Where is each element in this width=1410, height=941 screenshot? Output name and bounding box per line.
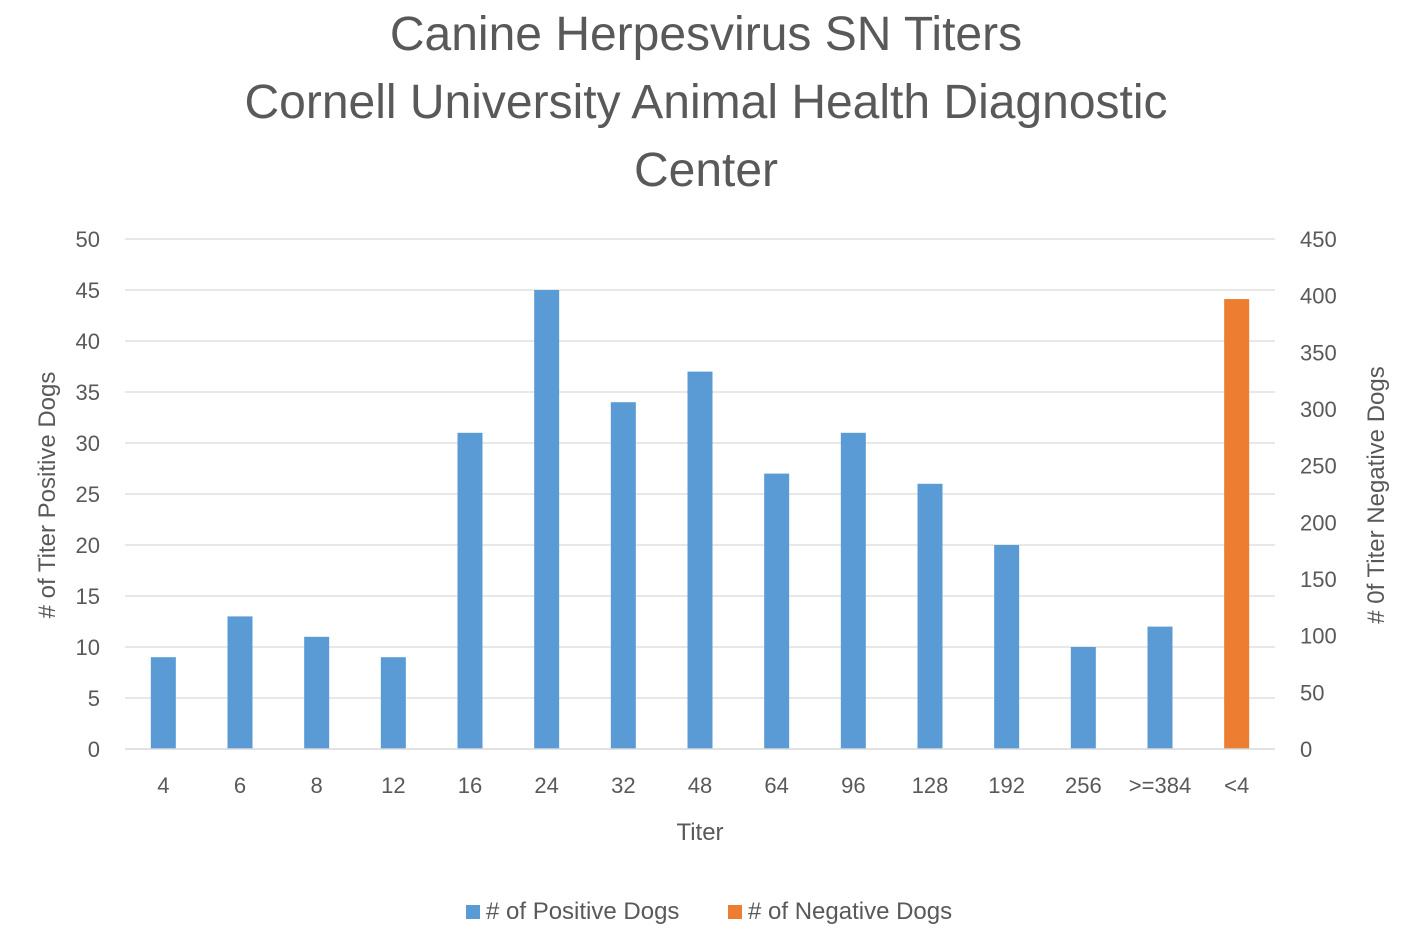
left-tick-label: 35: [76, 380, 100, 405]
bar-positive: [994, 545, 1020, 749]
chart-title-line: Center: [634, 144, 778, 197]
right-tick-label: 350: [1300, 340, 1337, 365]
right-tick-label: 400: [1300, 284, 1337, 309]
bar-positive: [610, 402, 636, 749]
right-tick-label: 150: [1300, 567, 1337, 592]
x-tick-label: 96: [841, 773, 865, 798]
x-tick-label: 32: [611, 773, 635, 798]
bar-positive: [304, 636, 330, 749]
bar-negative: [1224, 299, 1250, 749]
left-tick-label: 5: [88, 686, 100, 711]
x-tick-label: 64: [764, 773, 788, 798]
x-tick-label: 24: [534, 773, 558, 798]
bar-positive: [380, 657, 406, 749]
bar-positive: [227, 616, 253, 749]
bar-positive: [150, 657, 176, 749]
left-axis-ticks: 0 5 10 15 20 25 30 35 40 45 50: [76, 227, 100, 762]
chart-title-line: Canine Herpesvirus SN Titers: [390, 8, 1022, 61]
legend-swatch-negative: [728, 905, 742, 919]
legend-label-negative: # of Negative Dogs: [748, 898, 952, 925]
left-axis-label: # of Titer Positive Dogs: [34, 372, 61, 619]
x-tick-label: 16: [458, 773, 482, 798]
x-tick-label: 192: [988, 773, 1025, 798]
chart-title: Canine Herpesvirus SN Titers Cornell Uni…: [244, 8, 1167, 197]
bar-positive: [1070, 647, 1096, 749]
x-tick-label: 12: [381, 773, 405, 798]
x-tick-label: >=384: [1129, 773, 1191, 798]
bar-positive: [1147, 626, 1173, 749]
chart-title-line: Cornell University Animal Health Diagnos…: [244, 76, 1167, 129]
x-tick-label: 128: [912, 773, 949, 798]
left-tick-label: 40: [76, 329, 100, 354]
left-tick-label: 20: [76, 533, 100, 558]
right-tick-label: 450: [1300, 227, 1337, 252]
bar-positive: [534, 290, 560, 749]
right-tick-label: 200: [1300, 510, 1337, 535]
x-tick-label: 6: [234, 773, 246, 798]
x-axis-label: Titer: [676, 819, 723, 846]
left-tick-label: 15: [76, 584, 100, 609]
x-tick-label: 8: [311, 773, 323, 798]
legend-label-positive: # of Positive Dogs: [486, 898, 679, 925]
right-axis-label: # 0f Titer Negative Dogs: [1363, 366, 1390, 623]
right-axis-ticks: 0 50 100 150 200 250 300 350 400 450: [1300, 227, 1337, 762]
legend-swatch-positive: [466, 905, 480, 919]
left-tick-label: 50: [76, 227, 100, 252]
x-tick-label: 48: [688, 773, 712, 798]
bar-positive: [687, 371, 713, 749]
x-axis-ticks: 4 6 8 12 16 24 32 48 64 96 128 192 256 >=384 <4: [157, 773, 1249, 798]
bar-positive: [917, 483, 943, 749]
right-tick-label: 50: [1300, 680, 1324, 705]
bar-positive: [840, 432, 866, 749]
right-tick-label: 250: [1300, 454, 1337, 479]
left-tick-label: 25: [76, 482, 100, 507]
left-tick-label: 10: [76, 635, 100, 660]
right-tick-label: 0: [1300, 737, 1312, 762]
legend: # of Positive Dogs # of Negative Dogs: [466, 898, 952, 925]
right-tick-label: 300: [1300, 397, 1337, 422]
left-tick-label: 30: [76, 431, 100, 456]
bars: [150, 290, 1250, 749]
x-tick-label: <4: [1224, 773, 1249, 798]
right-tick-label: 100: [1300, 624, 1337, 649]
bar-positive: [764, 473, 790, 749]
x-tick-label: 4: [157, 773, 169, 798]
left-tick-label: 45: [76, 278, 100, 303]
bar-positive: [457, 432, 483, 749]
x-tick-label: 256: [1065, 773, 1102, 798]
left-tick-label: 0: [88, 737, 100, 762]
